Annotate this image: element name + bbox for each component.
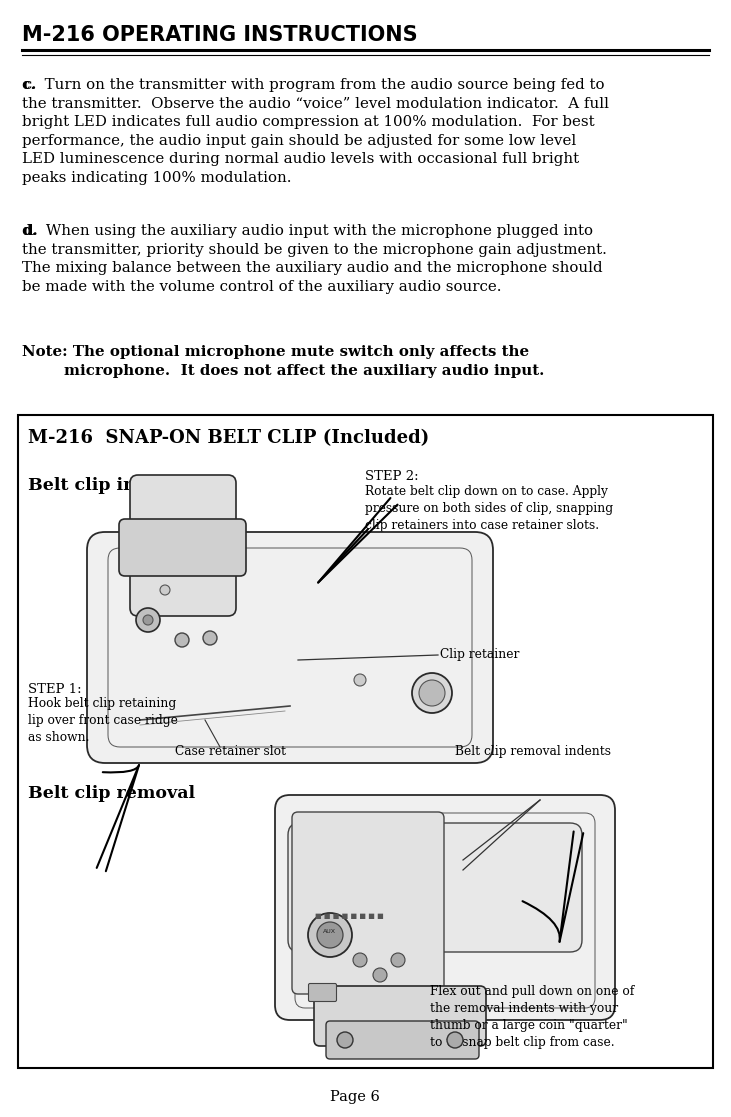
FancyBboxPatch shape — [326, 1021, 479, 1059]
Circle shape — [136, 608, 160, 632]
Text: Case retainer slot: Case retainer slot — [175, 745, 286, 758]
FancyBboxPatch shape — [87, 532, 493, 763]
Text: Belt clip removal: Belt clip removal — [28, 785, 195, 802]
Circle shape — [143, 615, 153, 626]
Text: d.  When using the auxiliary audio input with the microphone plugged into
the tr: d. When using the auxiliary audio input … — [22, 225, 607, 294]
Circle shape — [447, 1032, 463, 1048]
Text: d.: d. — [22, 225, 38, 238]
FancyBboxPatch shape — [119, 519, 246, 576]
Text: AUX: AUX — [323, 929, 336, 934]
Text: M-216 OPERATING INSTRUCTIONS: M-216 OPERATING INSTRUCTIONS — [22, 25, 417, 45]
Text: Page 6: Page 6 — [330, 1090, 380, 1104]
FancyBboxPatch shape — [288, 823, 582, 952]
Circle shape — [317, 922, 343, 948]
Circle shape — [175, 633, 189, 647]
FancyBboxPatch shape — [275, 795, 615, 1020]
Circle shape — [412, 674, 452, 713]
Text: Flex out and pull down on one of
the removal indents with your
thumb or a large : Flex out and pull down on one of the rem… — [430, 985, 635, 1049]
Circle shape — [373, 968, 387, 982]
FancyBboxPatch shape — [292, 812, 444, 994]
Circle shape — [337, 1032, 353, 1048]
Text: c.  Turn on the transmitter with program from the audio source being fed to
the : c. Turn on the transmitter with program … — [22, 78, 609, 185]
Circle shape — [160, 585, 170, 595]
Text: STEP 2:: STEP 2: — [365, 470, 419, 483]
Circle shape — [308, 913, 352, 957]
FancyBboxPatch shape — [308, 983, 336, 1002]
Circle shape — [391, 953, 405, 967]
Text: M-216  SNAP-ON BELT CLIP (Included): M-216 SNAP-ON BELT CLIP (Included) — [28, 429, 429, 447]
Circle shape — [203, 631, 217, 645]
Text: Hook belt clip retaining
lip over front case ridge
as shown.: Hook belt clip retaining lip over front … — [28, 697, 178, 744]
Circle shape — [353, 953, 367, 967]
Circle shape — [419, 680, 445, 706]
Text: c.: c. — [22, 78, 37, 92]
Bar — [18, 416, 713, 1068]
FancyBboxPatch shape — [314, 986, 486, 1046]
FancyBboxPatch shape — [130, 475, 236, 615]
Text: Clip retainer: Clip retainer — [440, 648, 519, 661]
Text: Belt clip removal indents: Belt clip removal indents — [455, 745, 611, 758]
Circle shape — [354, 674, 366, 686]
Text: Rotate belt clip down on to case. Apply
pressure on both sides of clip, snapping: Rotate belt clip down on to case. Apply … — [365, 485, 613, 532]
Text: Belt clip installation: Belt clip installation — [28, 477, 228, 494]
Text: ■ ■ ■ ■ ■ ■ ■ ■: ■ ■ ■ ■ ■ ■ ■ ■ — [315, 913, 384, 919]
Text: Note: The optional microphone mute switch only affects the
        microphone.  : Note: The optional microphone mute switc… — [22, 345, 545, 379]
Text: STEP 1:: STEP 1: — [28, 682, 82, 696]
